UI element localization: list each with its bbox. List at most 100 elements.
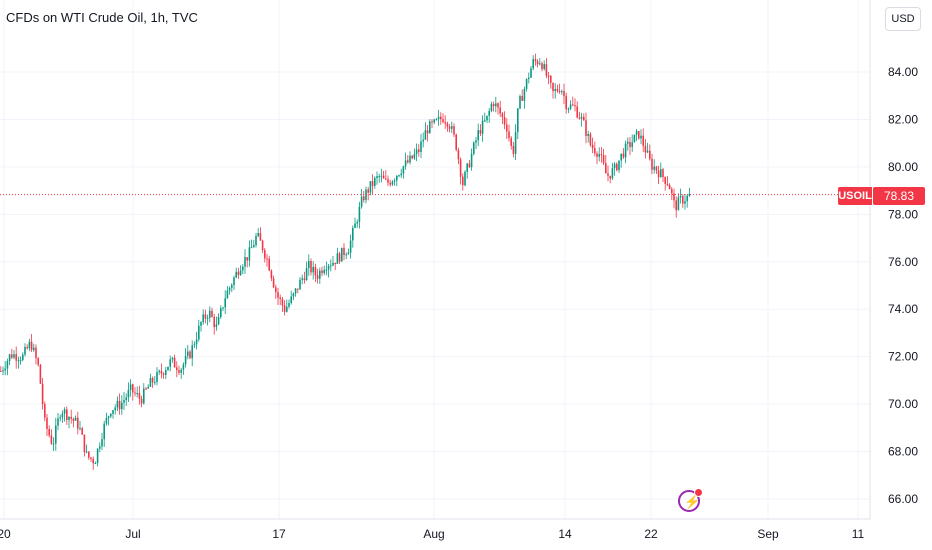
candle-body xyxy=(686,195,688,202)
candle-body xyxy=(455,134,457,150)
candle-body xyxy=(215,324,218,328)
candle-body xyxy=(640,135,642,139)
candle-body xyxy=(629,141,631,148)
candle-body xyxy=(8,354,11,361)
candle-body xyxy=(323,269,325,274)
candle-body xyxy=(508,131,510,139)
candle-body xyxy=(37,358,39,365)
candle-body xyxy=(631,142,633,148)
candle-body xyxy=(266,258,268,260)
candle-body xyxy=(468,163,471,168)
candle-body xyxy=(90,457,92,459)
candle-body xyxy=(125,397,127,401)
candle-body xyxy=(147,386,149,389)
candle-body xyxy=(184,355,187,365)
price-tick-label: 80.00 xyxy=(888,160,918,174)
price-tick-label: 78.00 xyxy=(888,207,918,221)
candle-body xyxy=(404,160,407,167)
candle-body xyxy=(46,417,48,430)
candle-body xyxy=(200,322,202,326)
candle-body xyxy=(433,119,435,123)
candle-body xyxy=(561,91,563,93)
candle-body xyxy=(259,233,262,241)
candle-body xyxy=(385,178,387,180)
candle-body xyxy=(497,103,499,108)
candle-body xyxy=(239,270,242,276)
candle-body xyxy=(374,178,376,186)
candle-body xyxy=(206,317,209,319)
candle-body xyxy=(682,196,684,204)
candle-body xyxy=(332,262,334,266)
candle-body xyxy=(470,153,473,168)
candle-body xyxy=(371,181,374,186)
time-tick-label: Sep xyxy=(757,527,779,541)
candle-body xyxy=(475,140,477,143)
candle-body xyxy=(598,154,600,157)
candle-body xyxy=(2,370,4,372)
candle-body xyxy=(55,425,57,444)
candle-body xyxy=(539,63,541,65)
candle-body xyxy=(308,260,310,269)
candle-body xyxy=(572,104,574,106)
candle-body xyxy=(422,139,424,142)
candle-body xyxy=(519,96,521,109)
candle-body xyxy=(492,104,495,107)
candle-body xyxy=(134,392,136,394)
candle-body xyxy=(662,169,664,178)
candle-body xyxy=(13,354,15,358)
candle-body xyxy=(583,116,585,121)
candle-body xyxy=(578,117,581,119)
time-tick-label: 17 xyxy=(272,527,286,541)
candle-body xyxy=(61,413,64,418)
price-axis[interactable]: 84.00 82.00 80.00 78.00 76.00 74.00 72.00 70.00… xyxy=(888,65,918,506)
candle-body xyxy=(6,360,9,369)
candle-body xyxy=(343,247,345,256)
candle-body xyxy=(415,149,418,154)
candle-body xyxy=(448,126,451,129)
lightning-icon[interactable]: ⚡ xyxy=(678,488,703,512)
candle-body xyxy=(367,189,369,193)
candle-body xyxy=(673,193,675,201)
candle-body xyxy=(684,201,686,204)
candle-body xyxy=(563,91,565,97)
candle-body xyxy=(490,104,493,111)
candle-body xyxy=(79,428,81,430)
candle-body xyxy=(74,417,77,421)
candle-body xyxy=(77,417,79,429)
candle-body xyxy=(270,270,273,279)
candle-body xyxy=(688,193,691,196)
candle-body xyxy=(536,61,539,65)
candle-body xyxy=(453,126,455,135)
candle-body xyxy=(611,168,614,179)
candle-body xyxy=(580,116,583,119)
candle-body xyxy=(281,298,284,306)
currency-button[interactable]: USD xyxy=(885,7,921,31)
candle-body xyxy=(88,451,90,458)
candle-body xyxy=(209,310,211,318)
candle-body xyxy=(675,200,677,211)
candle-body xyxy=(123,400,125,403)
candle-body xyxy=(275,287,277,293)
candle-body xyxy=(488,110,490,116)
candle-body xyxy=(341,247,343,262)
candle-body xyxy=(165,370,167,375)
candle-body xyxy=(558,91,561,93)
candle-body xyxy=(679,196,682,198)
candle-body xyxy=(431,121,433,123)
candle-body xyxy=(83,434,86,453)
candle-body xyxy=(554,89,556,92)
candle-body xyxy=(136,392,138,394)
lightning-glyph: ⚡ xyxy=(684,494,701,509)
time-axis[interactable]: 20 Jul 17 Aug 14 22 Sep 11 xyxy=(0,527,865,541)
candle-body xyxy=(96,448,99,464)
candle-body xyxy=(602,155,605,164)
candle-body xyxy=(622,153,625,158)
candle-body xyxy=(118,400,121,410)
price-tick-label: 66.00 xyxy=(888,492,918,506)
time-tick-label: 20 xyxy=(0,527,11,541)
time-tick-label: 11 xyxy=(852,527,865,541)
candle-body xyxy=(618,160,620,171)
candle-body xyxy=(352,227,354,241)
candle-body xyxy=(479,130,482,134)
